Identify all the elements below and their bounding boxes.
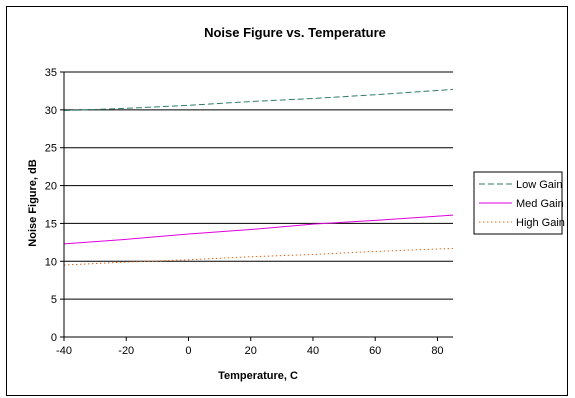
x-tick-label-40: 40 [307, 345, 319, 357]
y-tick-label-35: 35 [45, 67, 57, 79]
x-tick-label-20: 20 [245, 345, 257, 357]
legend-label-high-gain: High Gain [516, 217, 565, 229]
y-axis-label: Noise Figure, dB [27, 159, 39, 246]
y-tick-label-5: 5 [51, 294, 57, 306]
y-tick-label-30: 30 [45, 105, 57, 117]
y-tick-label-20: 20 [45, 181, 57, 193]
x-tick-label-60: 60 [369, 345, 381, 357]
series-line-med-gain [63, 214, 454, 245]
tick-labels: 0 5 10 15 20 25 30 35 -40 -20 0 20 40 60 80 [45, 67, 444, 357]
y-tick-label-0: 0 [51, 332, 57, 344]
y-tick-label-10: 10 [45, 256, 57, 268]
chart-title: Noise Figure vs. Temperature [204, 25, 386, 40]
x-tick-label-80: 80 [431, 345, 443, 357]
axes [60, 71, 453, 341]
x-tick-label-0: 0 [185, 345, 191, 357]
y-tick-label-25: 25 [45, 143, 57, 155]
grid-lines [64, 71, 453, 300]
x-tick-label--40: -40 [56, 345, 72, 357]
legend: Low Gain Med Gain High Gain [473, 171, 565, 235]
series-line-low-gain [63, 88, 454, 112]
series-line-high-gain [63, 247, 454, 266]
series-layer [63, 88, 454, 266]
y-tick-label-15: 15 [45, 218, 57, 230]
legend-label-low-gain: Low Gain [516, 179, 562, 191]
x-tick-label--20: -20 [118, 345, 134, 357]
legend-label-med-gain: Med Gain [516, 198, 564, 210]
x-axis-label: Temperature, C [218, 370, 298, 382]
